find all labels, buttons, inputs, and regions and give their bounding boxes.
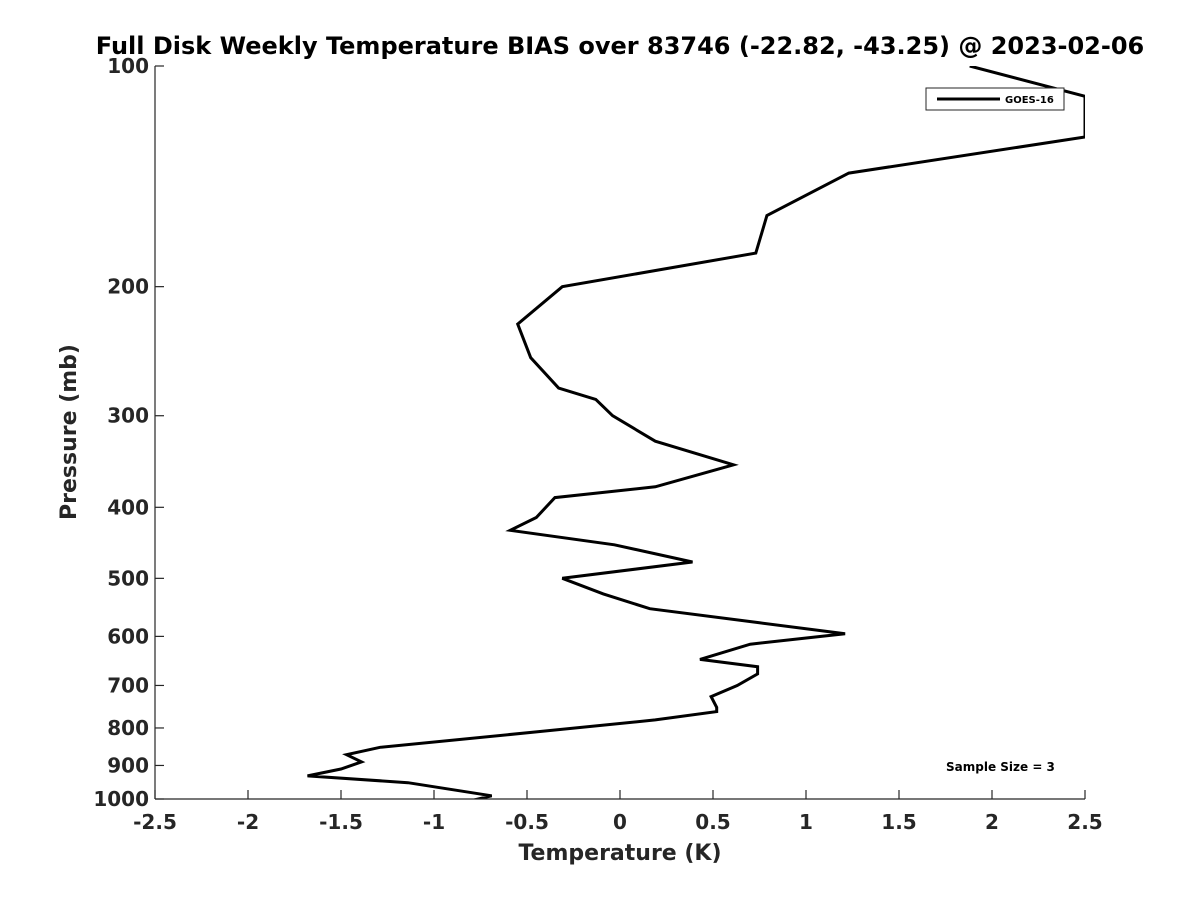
x-tick-label: 2.5 <box>1067 810 1102 834</box>
y-tick-label: 700 <box>107 673 149 697</box>
x-tick-label: 0 <box>613 810 627 834</box>
y-axis: 100 200 300 400 500 600 700 800 900 1000 <box>93 54 164 811</box>
x-tick-label: -2.5 <box>133 810 177 834</box>
x-axis: -2.5 -2 -1.5 -1 -0.5 0 0.5 1 1.5 2 2.5 <box>133 790 1103 834</box>
y-tick-label: 200 <box>107 275 149 299</box>
x-tick-label: -2 <box>237 810 259 834</box>
y-tick-label: 900 <box>107 753 149 777</box>
x-tick-label: 2 <box>985 810 999 834</box>
x-tick-label: 0.5 <box>695 810 730 834</box>
chart-title: Full Disk Weekly Temperature BIAS over 8… <box>96 32 1144 60</box>
x-tick-label: -1.5 <box>319 810 363 834</box>
plot-area <box>155 66 1085 799</box>
y-tick-label: 1000 <box>93 787 149 811</box>
x-tick-label: 1.5 <box>881 810 916 834</box>
series-line-goes-16 <box>307 66 1085 799</box>
sample-size-annotation: Sample Size = 3 <box>946 760 1055 774</box>
x-tick-label: -0.5 <box>505 810 549 834</box>
y-tick-label: 600 <box>107 624 149 648</box>
y-tick-label: 500 <box>107 566 149 590</box>
x-axis-label: Temperature (K) <box>518 841 721 866</box>
series-group <box>307 66 1085 799</box>
y-tick-label: 100 <box>107 54 149 78</box>
y-tick-label: 300 <box>107 404 149 428</box>
x-tick-label: -1 <box>423 810 445 834</box>
y-tick-label: 400 <box>107 495 149 519</box>
legend: GOES-16 <box>925 87 1065 111</box>
legend-label-goes-16: GOES-16 <box>1005 95 1054 106</box>
x-tick-label: 1 <box>799 810 813 834</box>
y-axis-label: Pressure (mb) <box>57 344 82 520</box>
y-tick-label: 800 <box>107 716 149 740</box>
